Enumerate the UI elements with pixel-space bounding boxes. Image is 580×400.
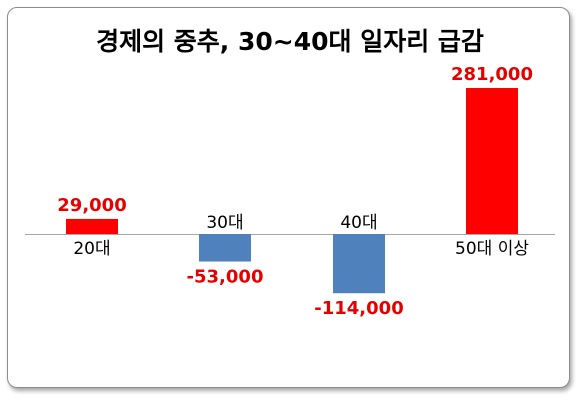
value-label-3: -114,000 [314,298,403,319]
category-label-2: 30대 [206,213,243,233]
bar-4 [466,88,518,234]
bar-1 [66,218,118,234]
value-label-2: -53,000 [187,267,264,288]
bar-2 [199,234,251,262]
value-label-4: 281,000 [451,64,533,85]
chart-title: 경제의 중추, 30~40대 일자리 급감 [96,27,484,56]
category-label-1: 20대 [73,239,110,259]
value-label-1: 29,000 [57,195,126,216]
category-label-4: 50대 이상 [455,239,529,259]
category-label-3: 40대 [340,213,377,233]
bar-3 [333,234,385,294]
